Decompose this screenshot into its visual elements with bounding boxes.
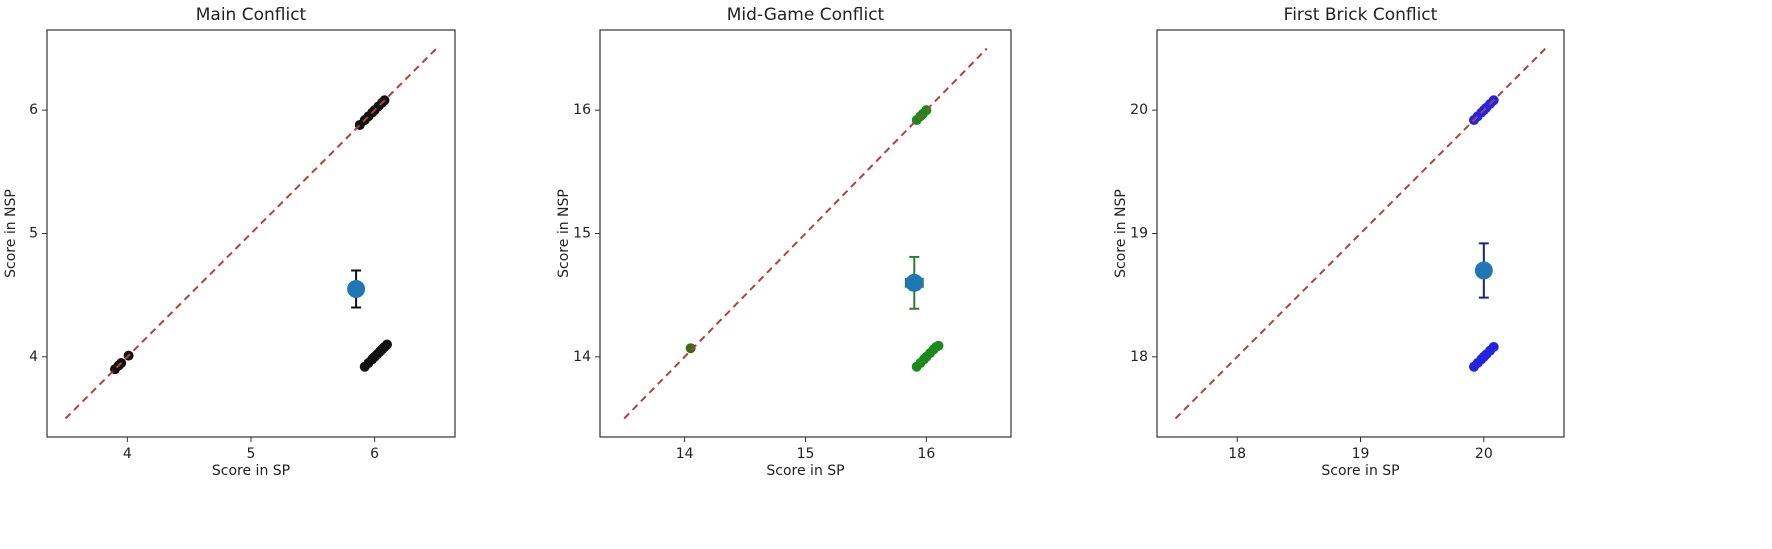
x-tick-label: 5 — [247, 446, 256, 462]
x-tick-label: 16 — [917, 446, 935, 462]
x-axis-label: Score in SP — [766, 463, 844, 479]
x-tick-label: 14 — [676, 446, 694, 462]
y-tick-label: 5 — [29, 226, 38, 242]
data-point — [685, 343, 696, 354]
subplot: First Brick Conflict Score in SP Score in … — [1113, 5, 1565, 479]
subplot: Main Conflict Score in SP Score in NSP 4 5 6 4… — [3, 5, 456, 479]
plot-area — [599, 29, 1012, 438]
data-point — [1474, 261, 1493, 280]
x-tick-label: 6 — [370, 446, 379, 462]
reference-line — [623, 47, 988, 420]
data-point — [933, 340, 944, 351]
x-tick-label: 4 — [123, 446, 132, 462]
y-tick-label: 14 — [573, 349, 591, 365]
x-axis-label: Score in SP — [1321, 463, 1399, 479]
subplot-title: First Brick Conflict — [1284, 5, 1438, 25]
x-axis-label: Score in SP — [212, 463, 290, 479]
x-tick-label: 20 — [1475, 446, 1493, 462]
y-axis-label: Score in NSP — [3, 189, 19, 278]
x-tick-label: 18 — [1228, 446, 1246, 462]
subplot-title: Mid-Game Conflict — [727, 5, 885, 25]
y-tick-label: 19 — [1130, 226, 1148, 242]
data-point — [382, 339, 392, 350]
reference-line — [64, 47, 438, 420]
y-tick-label: 15 — [573, 226, 591, 242]
data-point — [905, 273, 924, 292]
data-point — [347, 280, 366, 298]
x-tick-label: 15 — [797, 446, 815, 462]
y-tick-label: 6 — [29, 102, 38, 118]
reference-line — [1174, 47, 1547, 420]
data-point — [1488, 341, 1499, 352]
y-tick-label: 16 — [573, 102, 591, 118]
y-tick-label: 18 — [1130, 349, 1148, 365]
y-axis-label: Score in NSP — [556, 189, 572, 278]
y-tick-label: 4 — [29, 349, 38, 365]
x-tick-label: 19 — [1352, 446, 1370, 462]
y-axis-label: Score in NSP — [1113, 189, 1129, 278]
subplot: Mid-Game Conflict Score in SP Score in NSP… — [556, 5, 1012, 479]
y-tick-label: 20 — [1130, 102, 1148, 118]
subplot-title: Main Conflict — [196, 5, 307, 25]
